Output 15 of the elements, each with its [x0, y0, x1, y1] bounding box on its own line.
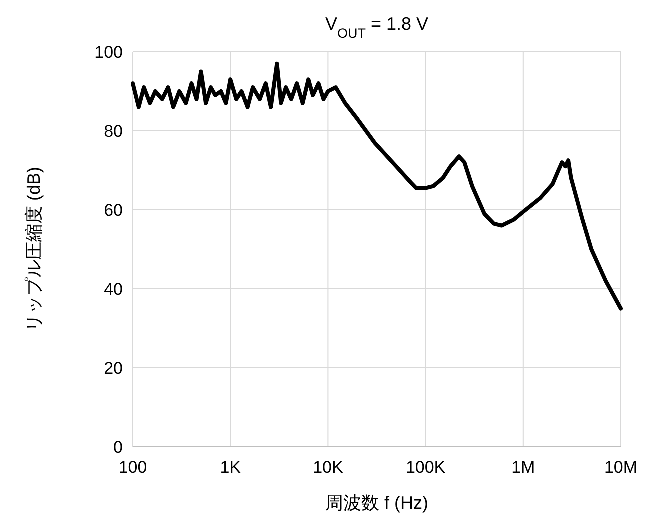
y-tick-label: 80 — [104, 122, 123, 141]
y-tick-label: 60 — [104, 201, 123, 220]
x-axis-title: 周波数 f (Hz) — [326, 493, 428, 513]
chart-title: V$_{OUT}$ = 1.8 V — [325, 14, 429, 40]
y-tick-label: 20 — [104, 359, 123, 378]
x-tick-label: 10K — [313, 458, 344, 477]
x-tick-label: 100K — [406, 458, 446, 477]
y-axis-title: リップル圧縮度 (dB) — [24, 166, 44, 332]
y-tick-label: 0 — [114, 438, 123, 457]
x-tick-label: 1M — [512, 458, 536, 477]
y-tick-label: 40 — [104, 280, 123, 299]
x-tick-label: 1K — [220, 458, 242, 477]
y-tick-label: 100 — [94, 43, 123, 62]
x-tick-label: 10M — [604, 458, 638, 477]
x-tick-label: 100 — [118, 458, 148, 477]
